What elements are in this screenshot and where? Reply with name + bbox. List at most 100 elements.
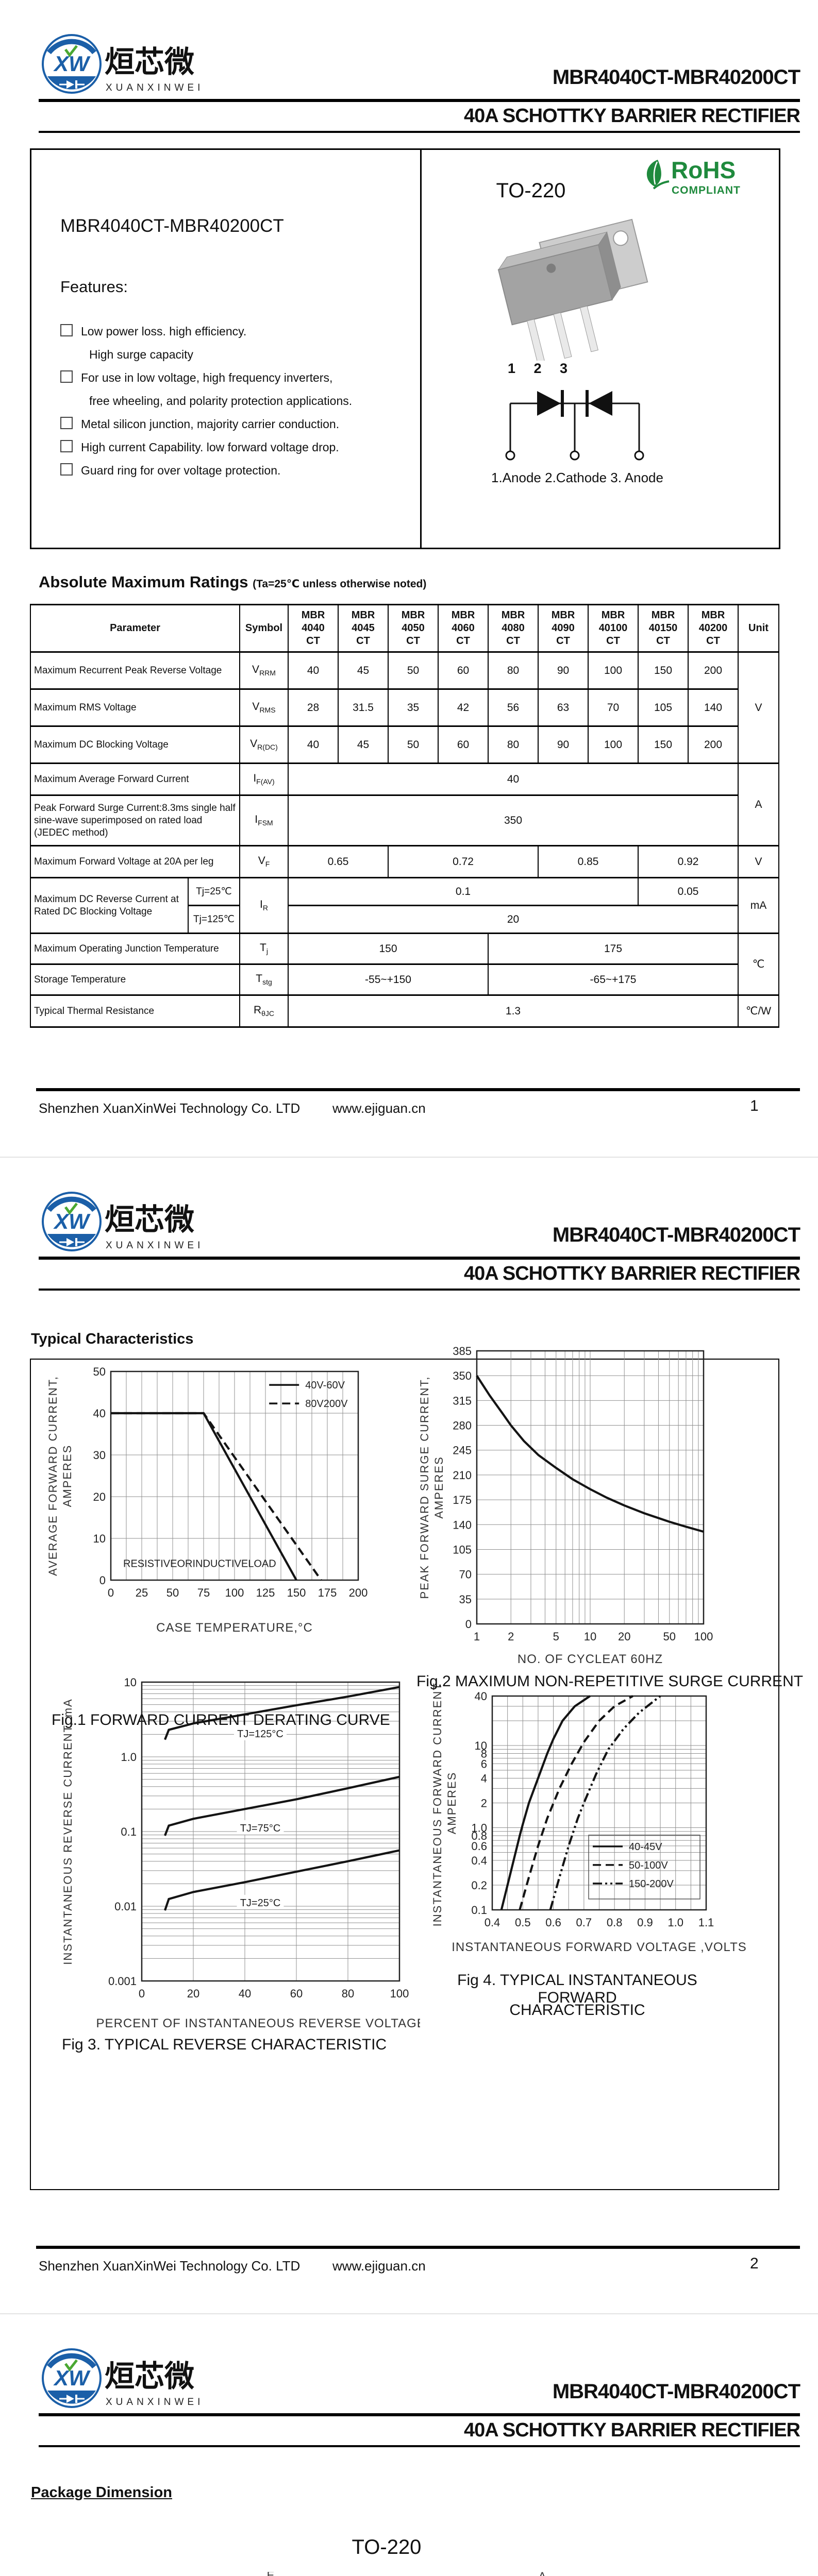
svg-text:2: 2	[508, 1630, 514, 1643]
ratings-value: 150	[288, 933, 489, 965]
svg-text:0: 0	[99, 1574, 106, 1587]
page-separator	[0, 1157, 818, 1158]
svg-text:1: 1	[474, 1630, 480, 1643]
logo-band	[47, 76, 96, 90]
package-photo	[497, 218, 648, 361]
ratings-symbol: RθJC	[239, 994, 289, 1028]
footer-website[interactable]: www.ejiguan.cn	[332, 2258, 426, 2274]
footer-company: Shenzhen XuanXinWei Technology Co. LTD	[39, 2258, 301, 2274]
svg-text:0.001: 0.001	[108, 1975, 137, 1988]
svg-text:8: 8	[481, 1747, 487, 1760]
svg-text:245: 245	[453, 1444, 472, 1457]
ratings-symbol: Tj	[239, 933, 289, 965]
header-rule	[39, 2413, 800, 2416]
svg-text:RESISTIVEORINDUCTIVELOAD: RESISTIVEORINDUCTIVELOAD	[123, 1558, 276, 1570]
fig1-caption: Fig.1 FORWARD CURRENT DERATING CURVE	[52, 1711, 390, 1728]
product-title: MBR4040CT-MBR40200CT	[60, 216, 284, 236]
ratings-header-parameter: Parameter	[30, 604, 240, 653]
header-rule	[39, 1289, 800, 1291]
ratings-header-symbol: Symbol	[239, 604, 289, 653]
ratings-value: 0.85	[538, 845, 639, 878]
chart-svg-fig2: 1 2 5 10 20 50 100 0 35 70 105 140 175 210 245 280 315 35…	[418, 1345, 713, 1666]
ratings-value: 63	[538, 688, 589, 727]
ratings-value: -55~+150	[288, 963, 489, 996]
ratings-param: Maximum DC Blocking Voltage	[30, 725, 240, 764]
svg-text:0.8: 0.8	[607, 1916, 623, 1929]
svg-text:0.4: 0.4	[485, 1916, 500, 1929]
dimension-labels: E øP Q D D1 L2 b1 b L1 L PIN #1 e e1 A A…	[267, 2572, 546, 2576]
terminal-1	[505, 450, 515, 461]
features-list: Low power loss. high efficiency. High sur…	[60, 320, 352, 482]
svg-text:30: 30	[93, 1449, 106, 1462]
features-heading: Features:	[60, 278, 128, 296]
ratings-symbol: IR	[239, 877, 289, 934]
table-row: Maximum Recurrent Peak Reverse Voltage V…	[30, 651, 779, 764]
svg-text:1.1: 1.1	[698, 1916, 714, 1929]
package-name: TO-220	[496, 179, 566, 202]
doc-subtitle: 40A SCHOTTKY BARRIER RECTIFIER	[464, 105, 800, 127]
dim-label-A: A	[539, 2572, 546, 2576]
table-row: Maximum Operating Junction Temperature T…	[30, 933, 779, 996]
ratings-header-model: MBR 4045 CT	[338, 604, 389, 653]
ratings-value: 150	[638, 725, 689, 764]
svg-text:1.0: 1.0	[667, 1916, 683, 1929]
svg-text:AMPERES: AMPERES	[432, 1456, 445, 1519]
ratings-value: 80	[488, 651, 539, 690]
checkbox-icon	[60, 417, 73, 429]
footer-website[interactable]: www.ejiguan.cn	[332, 1100, 426, 1116]
brand-name-en: XUANXINWEI	[106, 1240, 204, 1251]
rohs-text: RoHS	[671, 157, 736, 183]
ratings-value: -65~+175	[488, 963, 739, 996]
ratings-title-note: (Ta=25℃ unless otherwise noted)	[253, 578, 427, 590]
fig4-caption: Fig 4. TYPICAL INSTANTANEOUS FORWARD	[457, 1972, 697, 2006]
ratings-value: 200	[688, 651, 739, 690]
table-row: Storage Temperature Tstg -55~+150 -65~+1…	[30, 963, 779, 996]
ratings-value: 105	[638, 688, 689, 727]
svg-text:10: 10	[124, 1678, 137, 1689]
svg-text:105: 105	[453, 1543, 472, 1556]
ratings-param: Peak Forward Surge Current:8.3ms single …	[30, 794, 240, 846]
svg-text:40-45V: 40-45V	[629, 1841, 662, 1853]
ratings-header-model: MBR 40100 CT	[588, 604, 639, 653]
fig3-caption: Fig 3. TYPICAL REVERSE CHARACTERISTIC	[62, 2036, 387, 2053]
svg-text:0: 0	[108, 1586, 114, 1599]
ratings-unit: V	[738, 845, 779, 878]
table-row: Maximum Average Forward Current IF(AV) 4…	[30, 762, 779, 846]
header-rule	[39, 2445, 800, 2447]
svg-text:INSTANTANEOUS REVERSE CURRENT,: INSTANTANEOUS REVERSE CURRENT, mA	[61, 1698, 74, 1964]
chart-fig1: 0 25 50 75 100 125 150 175 200 0 10 20 30 40 50 RESISTI…	[41, 1364, 402, 1696]
package-dimension-heading: Package Dimension	[31, 2484, 172, 2501]
ratings-value: 60	[438, 651, 489, 690]
svg-text:TJ=25°C: TJ=25°C	[240, 1897, 281, 1909]
svg-text:50: 50	[93, 1365, 106, 1378]
ratings-value: 20	[288, 905, 739, 934]
chart-svg-fig1: 0 25 50 75 100 125 150 175 200 0 10 20 30 40 50 RESISTI…	[46, 1365, 368, 1635]
feature-item: High surge capacity	[89, 348, 193, 361]
diode-2-icon	[589, 391, 612, 416]
brand-logo: XW 烜芯微 XUANXINWEI	[42, 34, 200, 94]
brand-name-cn: 烜芯微	[105, 2360, 194, 2393]
svg-text:50: 50	[166, 1586, 179, 1599]
typical-characteristics-heading: Typical Characteristics	[31, 1331, 194, 1347]
checkbox-icon	[60, 463, 73, 476]
svg-text:PEAK FORWARD SURGE CURRENT,: PEAK FORWARD SURGE CURRENT,	[418, 1376, 431, 1599]
svg-text:10: 10	[93, 1532, 106, 1545]
ratings-param: Maximum Recurrent Peak Reverse Voltage	[30, 651, 240, 690]
ratings-value: 31.5	[338, 688, 389, 727]
ratings-unit: ℃/W	[738, 994, 779, 1028]
svg-text:0.4: 0.4	[471, 1854, 487, 1867]
svg-text:INSTANTANEOUS FORWARD VOLTAGE: INSTANTANEOUS FORWARD VOLTAGE ,VOLTS	[452, 1940, 747, 1954]
svg-text:40: 40	[239, 1987, 251, 2000]
footer-rule	[36, 2246, 800, 2249]
ratings-symbol: IFSM	[239, 794, 289, 846]
ratings-value: 0.72	[388, 845, 539, 878]
ratings-header-model: MBR 40200 CT	[688, 604, 739, 653]
feature-item: Low power loss. high efficiency.	[60, 320, 352, 343]
svg-text:50: 50	[663, 1630, 676, 1643]
svg-text:100: 100	[390, 1987, 409, 2000]
svg-text:INSTANTANEOUS FORWARD CURRENT,: INSTANTANEOUS FORWARD CURRENT,	[431, 1683, 444, 1926]
table-row: Peak Forward Surge Current:8.3ms single …	[30, 794, 779, 846]
ratings-value: 0.65	[288, 845, 389, 878]
footer-rule	[36, 1088, 800, 1091]
ratings-value: 35	[388, 688, 439, 727]
